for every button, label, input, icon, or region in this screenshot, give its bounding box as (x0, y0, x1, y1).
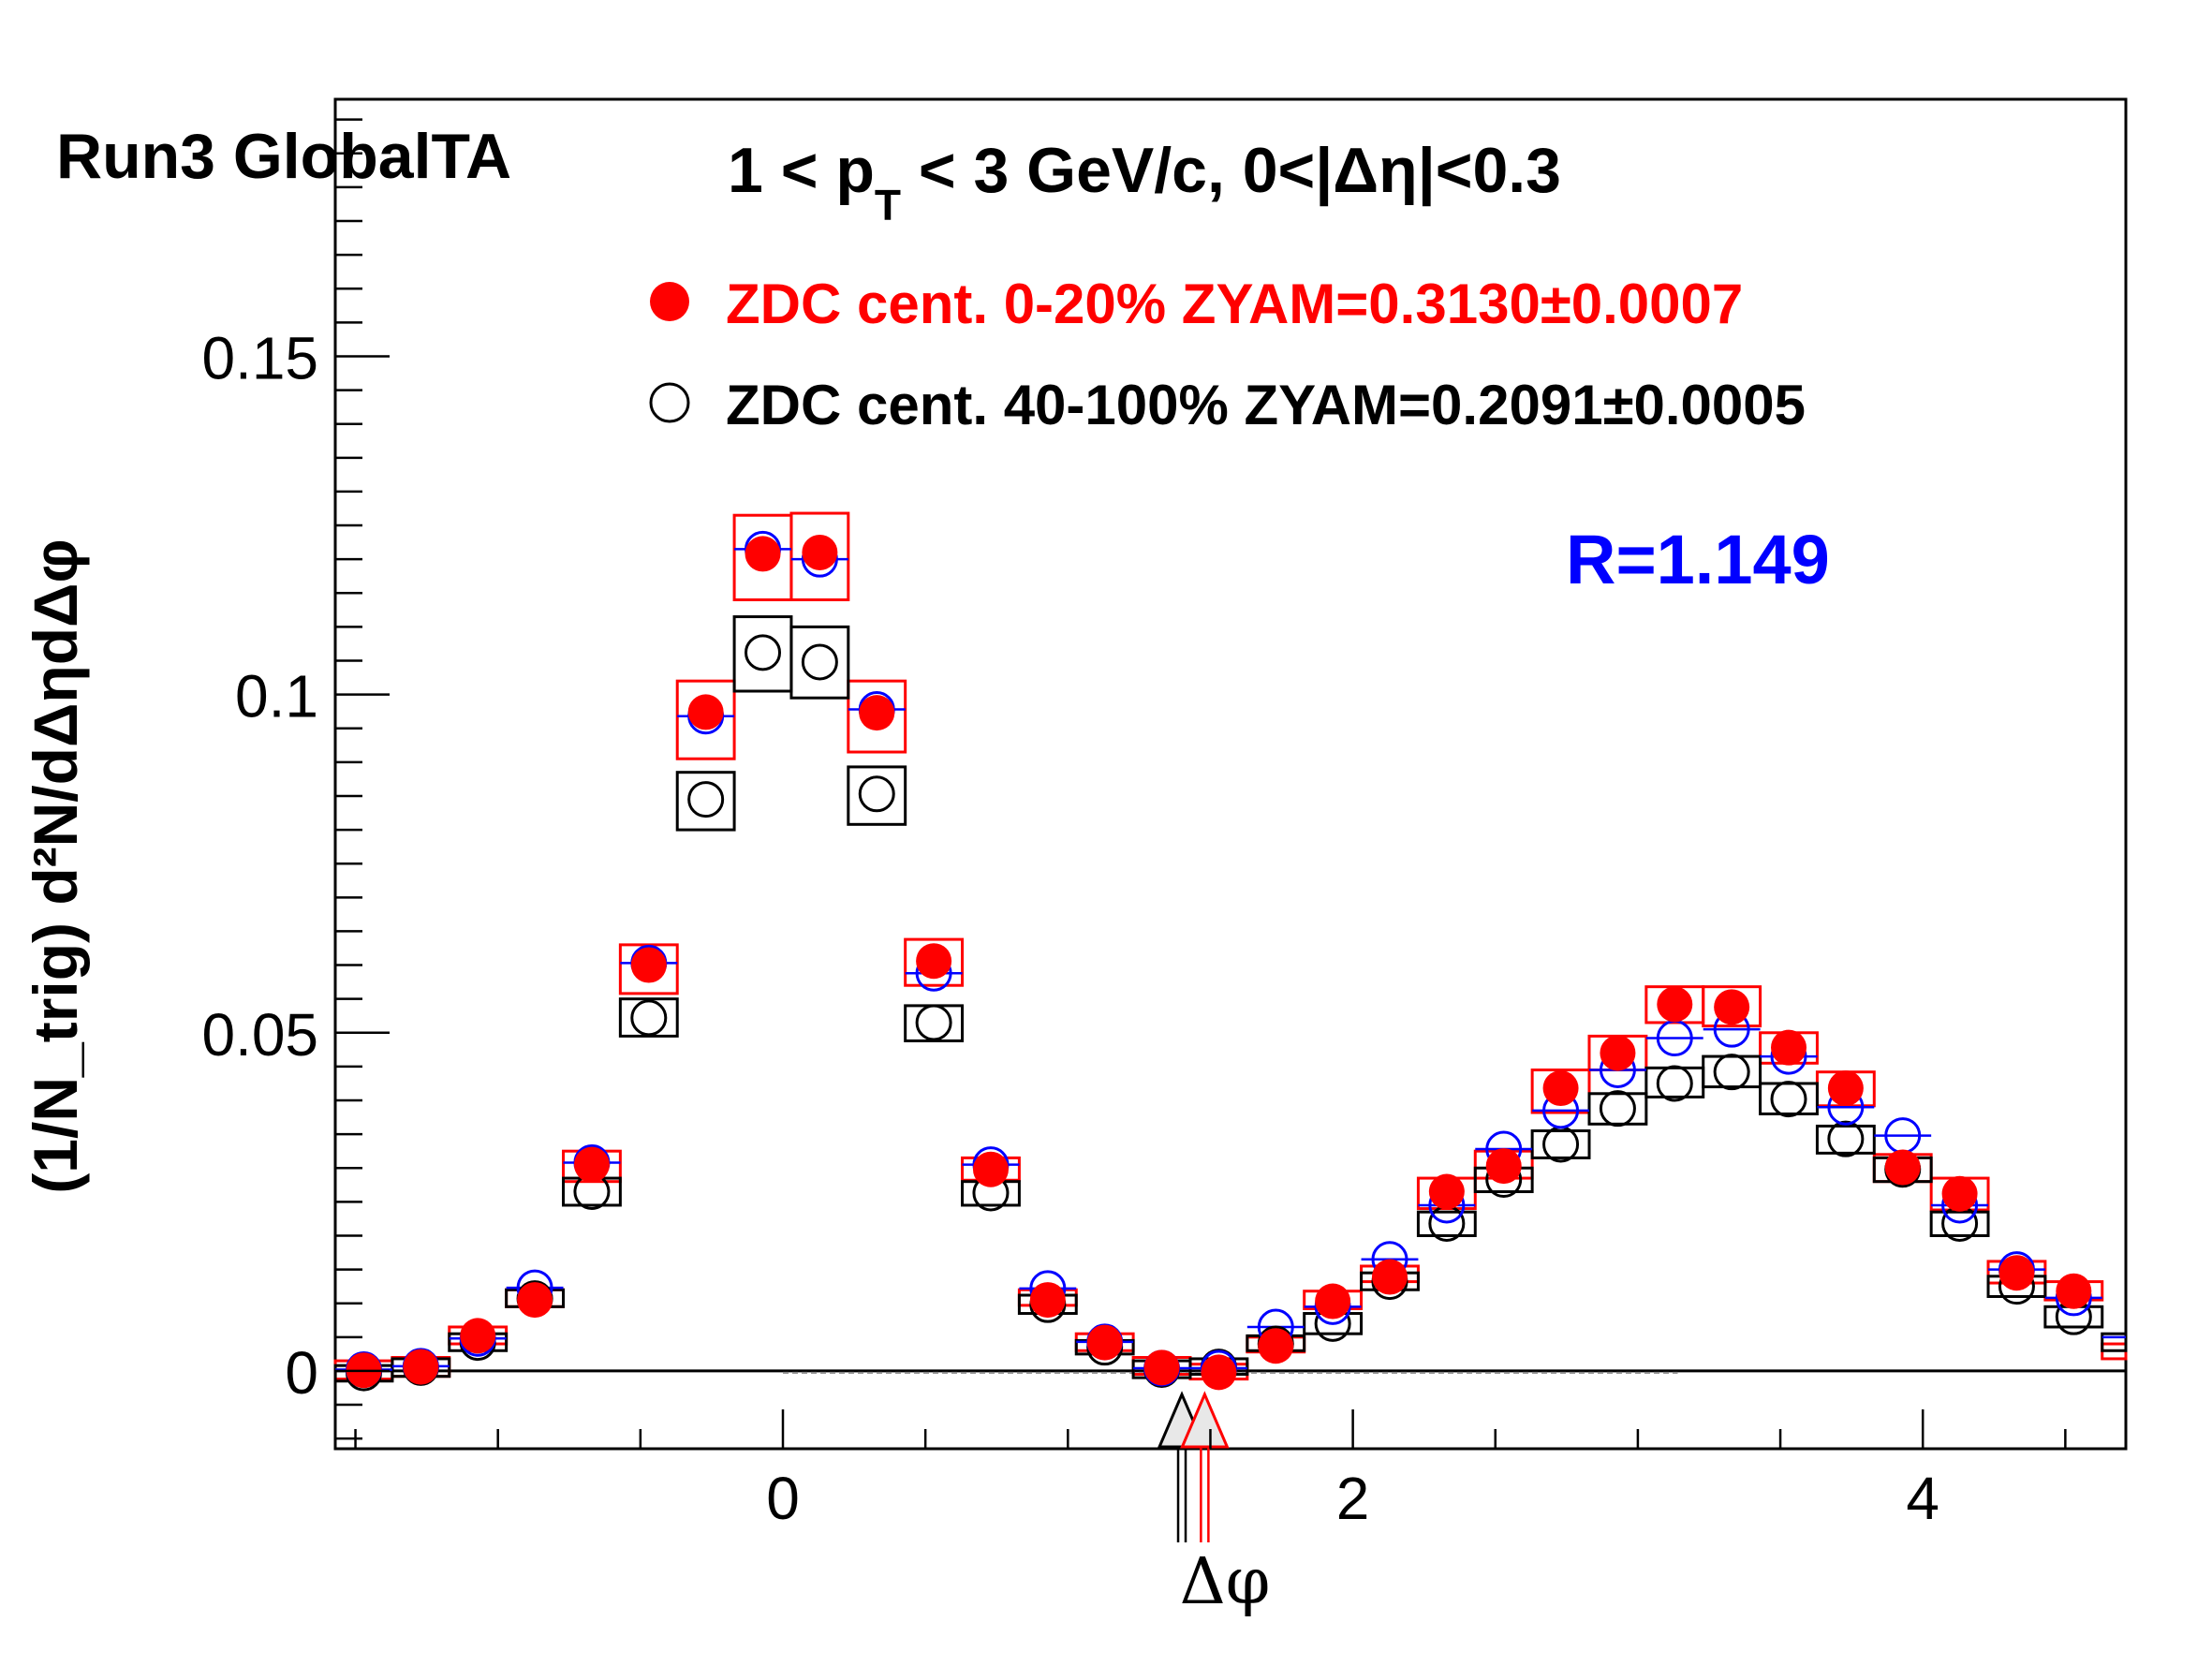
syst-box (1929, 1210, 1990, 1237)
data-point (1143, 1349, 1180, 1386)
data-point (630, 947, 667, 983)
y-tick-label: 0.1 (235, 663, 318, 730)
data-point (1258, 1328, 1294, 1364)
data-point (858, 775, 895, 813)
data-point (1029, 1282, 1066, 1319)
x-tick-label: 4 (1906, 1465, 1939, 1532)
syst-box (2043, 1305, 2104, 1329)
data-point (1315, 1283, 1351, 1320)
x-tick-label: 2 (1336, 1465, 1370, 1532)
axes-frame (333, 97, 2128, 1451)
chart-title: 1 < pT < 3 GeV/c, 0<|Δη|<0.3 (728, 135, 1561, 229)
legend-label-central: ZDC cent. 0-20% ZYAM=0.3130±0.0007 (726, 273, 1743, 335)
data-point (801, 643, 838, 681)
legend-marker-peripheral (649, 382, 690, 423)
syst-box (789, 625, 850, 700)
syst-box (1587, 1092, 1648, 1126)
title-sub: T (875, 181, 901, 229)
data-point (1827, 1070, 1864, 1107)
legend: ZDC cent. 0-20% ZYAM=0.3130±0.0007 ZDC c… (649, 273, 1806, 436)
syst-box (1759, 1082, 1819, 1115)
title-post: < 3 GeV/c, 0<|Δη|<0.3 (901, 135, 1561, 207)
syst-box (618, 997, 679, 1038)
data-point (687, 781, 725, 818)
y-tick-label: 0 (285, 1339, 318, 1407)
data-point (1599, 1090, 1636, 1128)
syst-box (1530, 1069, 1591, 1114)
data-point (1485, 1148, 1522, 1185)
data-point (1600, 1035, 1636, 1071)
data-point (1657, 986, 1693, 1023)
data-point (1827, 1120, 1865, 1157)
data-point (745, 536, 781, 572)
y-tick-label: 0.05 (201, 1001, 318, 1069)
syst-box (1644, 1066, 1705, 1098)
title-pre: 1 < p (728, 135, 875, 206)
data-point (1714, 989, 1750, 1025)
syst-box (675, 771, 736, 832)
axis-ticks: 0 0.05 0.1 0.15 0 2 4 (201, 118, 2067, 1532)
syst-box (618, 943, 679, 995)
corner-label: Run3 GlobalTA (56, 121, 511, 192)
data-point (972, 1151, 1009, 1187)
legend-marker-central (650, 282, 689, 321)
syst-box (1702, 985, 1762, 1028)
data-point (1542, 1070, 1579, 1107)
data-point (687, 694, 724, 730)
data-point (1542, 1126, 1580, 1163)
data-point (2056, 1273, 2092, 1309)
syst-box (1530, 1129, 1591, 1159)
data-point (1998, 1255, 2035, 1291)
data-point (802, 534, 838, 570)
data-point (859, 695, 895, 731)
data-point (1656, 1065, 1693, 1102)
syst-box (1416, 1210, 1477, 1237)
ratio-label: R=1.149 (1566, 521, 1830, 598)
data-point (1371, 1259, 1408, 1295)
data-point (1770, 1081, 1807, 1118)
data-point (403, 1349, 439, 1385)
data-point (1428, 1173, 1465, 1210)
data-point (915, 1004, 952, 1041)
y-axis-title: (1/N_trig) d²N/dΔηdΔφ (21, 538, 90, 1193)
data-point (1941, 1175, 1978, 1212)
data-point (573, 1146, 610, 1183)
syst-box (847, 679, 907, 754)
data-point (1884, 1149, 1921, 1186)
data-point (1713, 1054, 1750, 1091)
data-point (745, 634, 782, 671)
data-point (1771, 1029, 1807, 1066)
y-tick-label: 0.15 (201, 324, 318, 391)
systematic-boxes (333, 511, 2128, 1383)
syst-box (904, 937, 965, 987)
syst-box (847, 765, 907, 826)
x-tick-label: 0 (766, 1465, 800, 1532)
data-point (1201, 1354, 1237, 1391)
syst-box (904, 1004, 965, 1042)
syst-box (789, 511, 850, 602)
syst-box (1815, 1124, 1876, 1155)
x-axis-title: Δφ (1180, 1545, 1271, 1619)
data-point (460, 1318, 496, 1354)
data-markers (335, 530, 2126, 1392)
legend-label-peripheral: ZDC cent. 40-100% ZYAM=0.2091±0.0005 (726, 374, 1806, 436)
zyam-arrow-head (1180, 1391, 1230, 1449)
zyam-arrows (1157, 1391, 1230, 1542)
syst-box (1702, 1054, 1762, 1089)
syst-box (732, 615, 793, 693)
data-point (517, 1282, 553, 1319)
syst-box (2101, 1332, 2128, 1352)
syst-box (675, 679, 736, 760)
data-point (1086, 1324, 1123, 1361)
data-point (630, 999, 668, 1037)
data-point (916, 943, 952, 980)
